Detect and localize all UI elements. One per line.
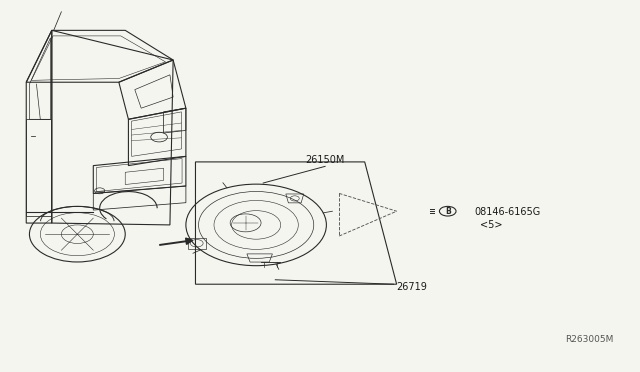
Circle shape xyxy=(151,132,168,142)
Text: R263005M: R263005M xyxy=(565,335,614,344)
Text: B: B xyxy=(445,207,451,216)
Circle shape xyxy=(440,206,456,216)
Text: 26719: 26719 xyxy=(397,282,428,292)
Text: <5>: <5> xyxy=(479,220,502,230)
Text: 08146-6165G: 08146-6165G xyxy=(474,207,541,217)
Polygon shape xyxy=(195,162,397,284)
Text: 26150M: 26150M xyxy=(305,154,345,164)
